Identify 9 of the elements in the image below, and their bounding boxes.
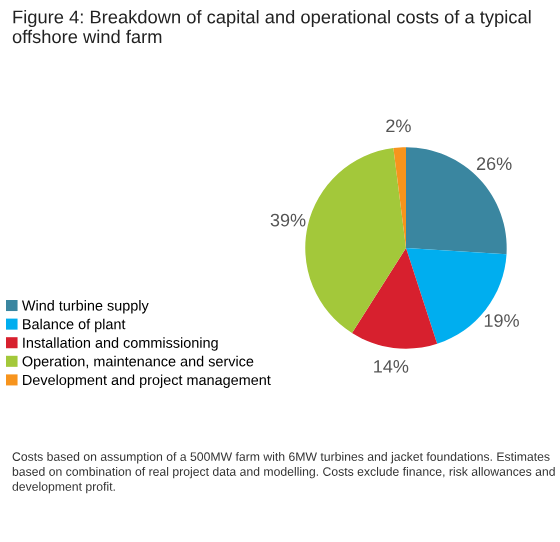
- chart-title: Figure 4: Breakdown of capital and operational costs of a typical offshore wind farm: [12, 10, 531, 44]
- pie-slice: [393, 147, 406, 248]
- data-label: 19%: [484, 314, 519, 327]
- pie-slice: [352, 248, 438, 349]
- pie-slice: [305, 148, 406, 334]
- data-label: 2%: [386, 119, 411, 133]
- data-label: 26%: [476, 157, 512, 171]
- data-label: 14%: [374, 360, 409, 373]
- data-label: 39%: [270, 213, 306, 227]
